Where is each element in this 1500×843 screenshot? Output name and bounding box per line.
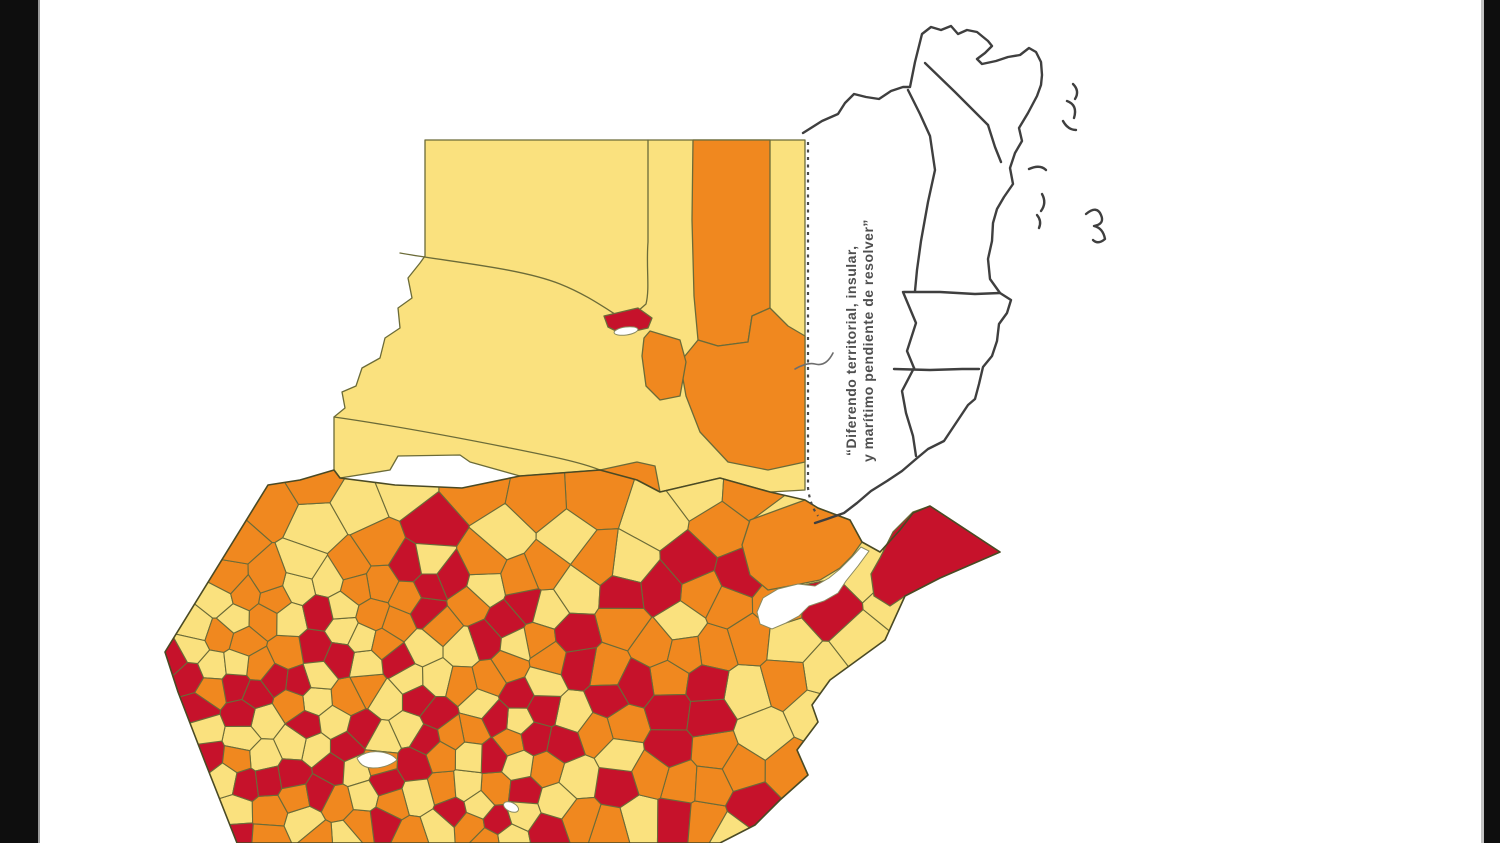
municipality-cell (292, 819, 334, 843)
municipality-cell (524, 666, 569, 697)
municipality-cell (463, 789, 496, 820)
peten-municipal-border (333, 416, 601, 471)
municipality-cell (656, 797, 692, 843)
belize-district-line (986, 123, 1003, 164)
municipality-cell (370, 627, 405, 661)
belize-caye-island (1071, 82, 1079, 101)
municipality-cell (553, 612, 603, 653)
belize-outline-group (794, 24, 1107, 525)
municipality-cell (471, 658, 507, 697)
municipality-cell (285, 663, 312, 697)
belize-caye-island (1027, 165, 1048, 172)
belize-district-line (901, 290, 918, 370)
municipality-cell (499, 626, 531, 662)
letterbox-right (1481, 0, 1500, 843)
lake-atitlan (356, 751, 398, 769)
river-squiggle (794, 352, 834, 370)
izabal-and-overlays (164, 469, 1001, 843)
municipality-cell (694, 765, 734, 807)
peten-department (333, 139, 806, 497)
municipality-cell (318, 704, 352, 741)
municipality-cell (631, 749, 670, 800)
peten-municipal-border (399, 252, 619, 317)
municipality-cell (327, 590, 360, 620)
municipality-cell (165, 470, 273, 565)
municipality-cell (194, 677, 227, 711)
belize-district-line (892, 367, 981, 372)
country-outline (164, 469, 1001, 843)
municipality-cell (520, 721, 553, 757)
municipality-mosaic (165, 470, 1000, 843)
municipality-cell (759, 659, 808, 713)
belize-district-line (906, 88, 937, 293)
municipality-cell (230, 574, 261, 612)
peten-orange-east (679, 307, 806, 471)
belize-outline (801, 24, 1044, 525)
municipality-cell (583, 684, 630, 719)
municipality-cell (481, 698, 509, 738)
disputed-territory-label: “Diferendo territorial, insular, y marít… (843, 219, 876, 462)
municipality-cell (247, 542, 287, 594)
municipality-cell (254, 765, 283, 797)
peten-red-san-benito (603, 307, 653, 335)
municipality-cell (412, 573, 448, 602)
belize-caye-island (1065, 99, 1077, 120)
municipality-cell (165, 470, 300, 544)
municipality-cell (425, 740, 457, 774)
belize-district-line (900, 366, 918, 458)
municipality-cell (165, 822, 254, 843)
municipality-cell (598, 575, 645, 610)
municipality-cell (221, 745, 252, 774)
municipality-cell (782, 689, 1000, 836)
municipality-cell (764, 736, 1000, 843)
peten-municipal-border (629, 139, 649, 319)
belize-district-line (902, 290, 1002, 296)
municipality-cell (828, 608, 1000, 810)
municipality-cell (375, 787, 410, 821)
municipality-cell (535, 508, 598, 565)
lake-peten-itza (613, 326, 639, 336)
belize-caye-island (1061, 119, 1078, 132)
peten-orange-center (641, 330, 687, 401)
municipality-cell (957, 470, 1000, 671)
belize-caye-island (1039, 192, 1046, 213)
belize-caye-island (1084, 208, 1107, 244)
municipality-cell (401, 684, 437, 717)
municipality-cell (277, 783, 311, 814)
puerto-barrios-red-wedge (870, 505, 1001, 607)
municipality-cell (666, 635, 703, 674)
lake-amatitlan (503, 801, 519, 813)
municipality-cell (241, 679, 275, 710)
disputed-border-dashed-line (806, 142, 819, 517)
municipality-cell (305, 772, 336, 813)
municipality-cell (459, 827, 501, 843)
municipality-cell (659, 529, 718, 585)
letterbox-left (0, 0, 40, 843)
lake-izabal (756, 546, 870, 630)
municipality-cell (231, 767, 260, 802)
municipality-cell (170, 632, 211, 665)
belize-district-line (923, 61, 990, 127)
municipality-cell (223, 648, 250, 677)
municipality-cell (250, 823, 294, 843)
belize-caye-island (1035, 213, 1042, 230)
